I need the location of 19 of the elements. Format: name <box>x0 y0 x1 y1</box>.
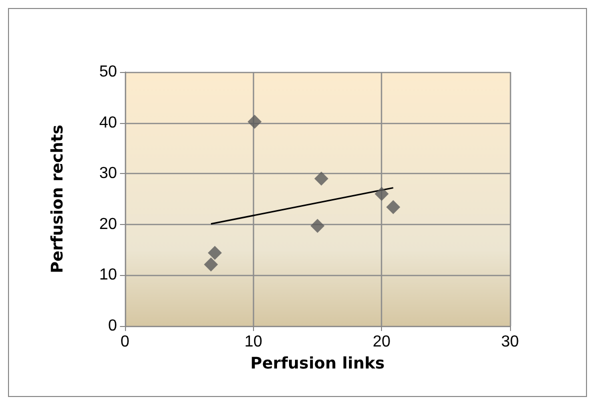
y-tick-label: 50 <box>99 64 118 80</box>
x-tick-label: 30 <box>501 334 519 350</box>
point <box>314 172 328 186</box>
x-tick-label: 10 <box>244 334 262 350</box>
point <box>248 114 262 129</box>
point <box>310 218 324 233</box>
x-axis-title: Perfusion links <box>250 353 385 372</box>
y-tick-label: 0 <box>108 318 118 334</box>
point <box>386 200 400 214</box>
y-tick-label: 30 <box>99 165 118 182</box>
x-tick-label: 0 <box>120 334 130 350</box>
point <box>208 246 222 260</box>
point <box>374 186 389 201</box>
x-tick-label: 20 <box>372 334 391 350</box>
y-axis-title: Perfusion rechts <box>48 124 66 274</box>
y-tick-label: 40 <box>99 114 118 132</box>
y-tick-label: 10 <box>99 266 118 284</box>
point <box>204 258 218 272</box>
y-tick-label: 20 <box>99 216 118 233</box>
